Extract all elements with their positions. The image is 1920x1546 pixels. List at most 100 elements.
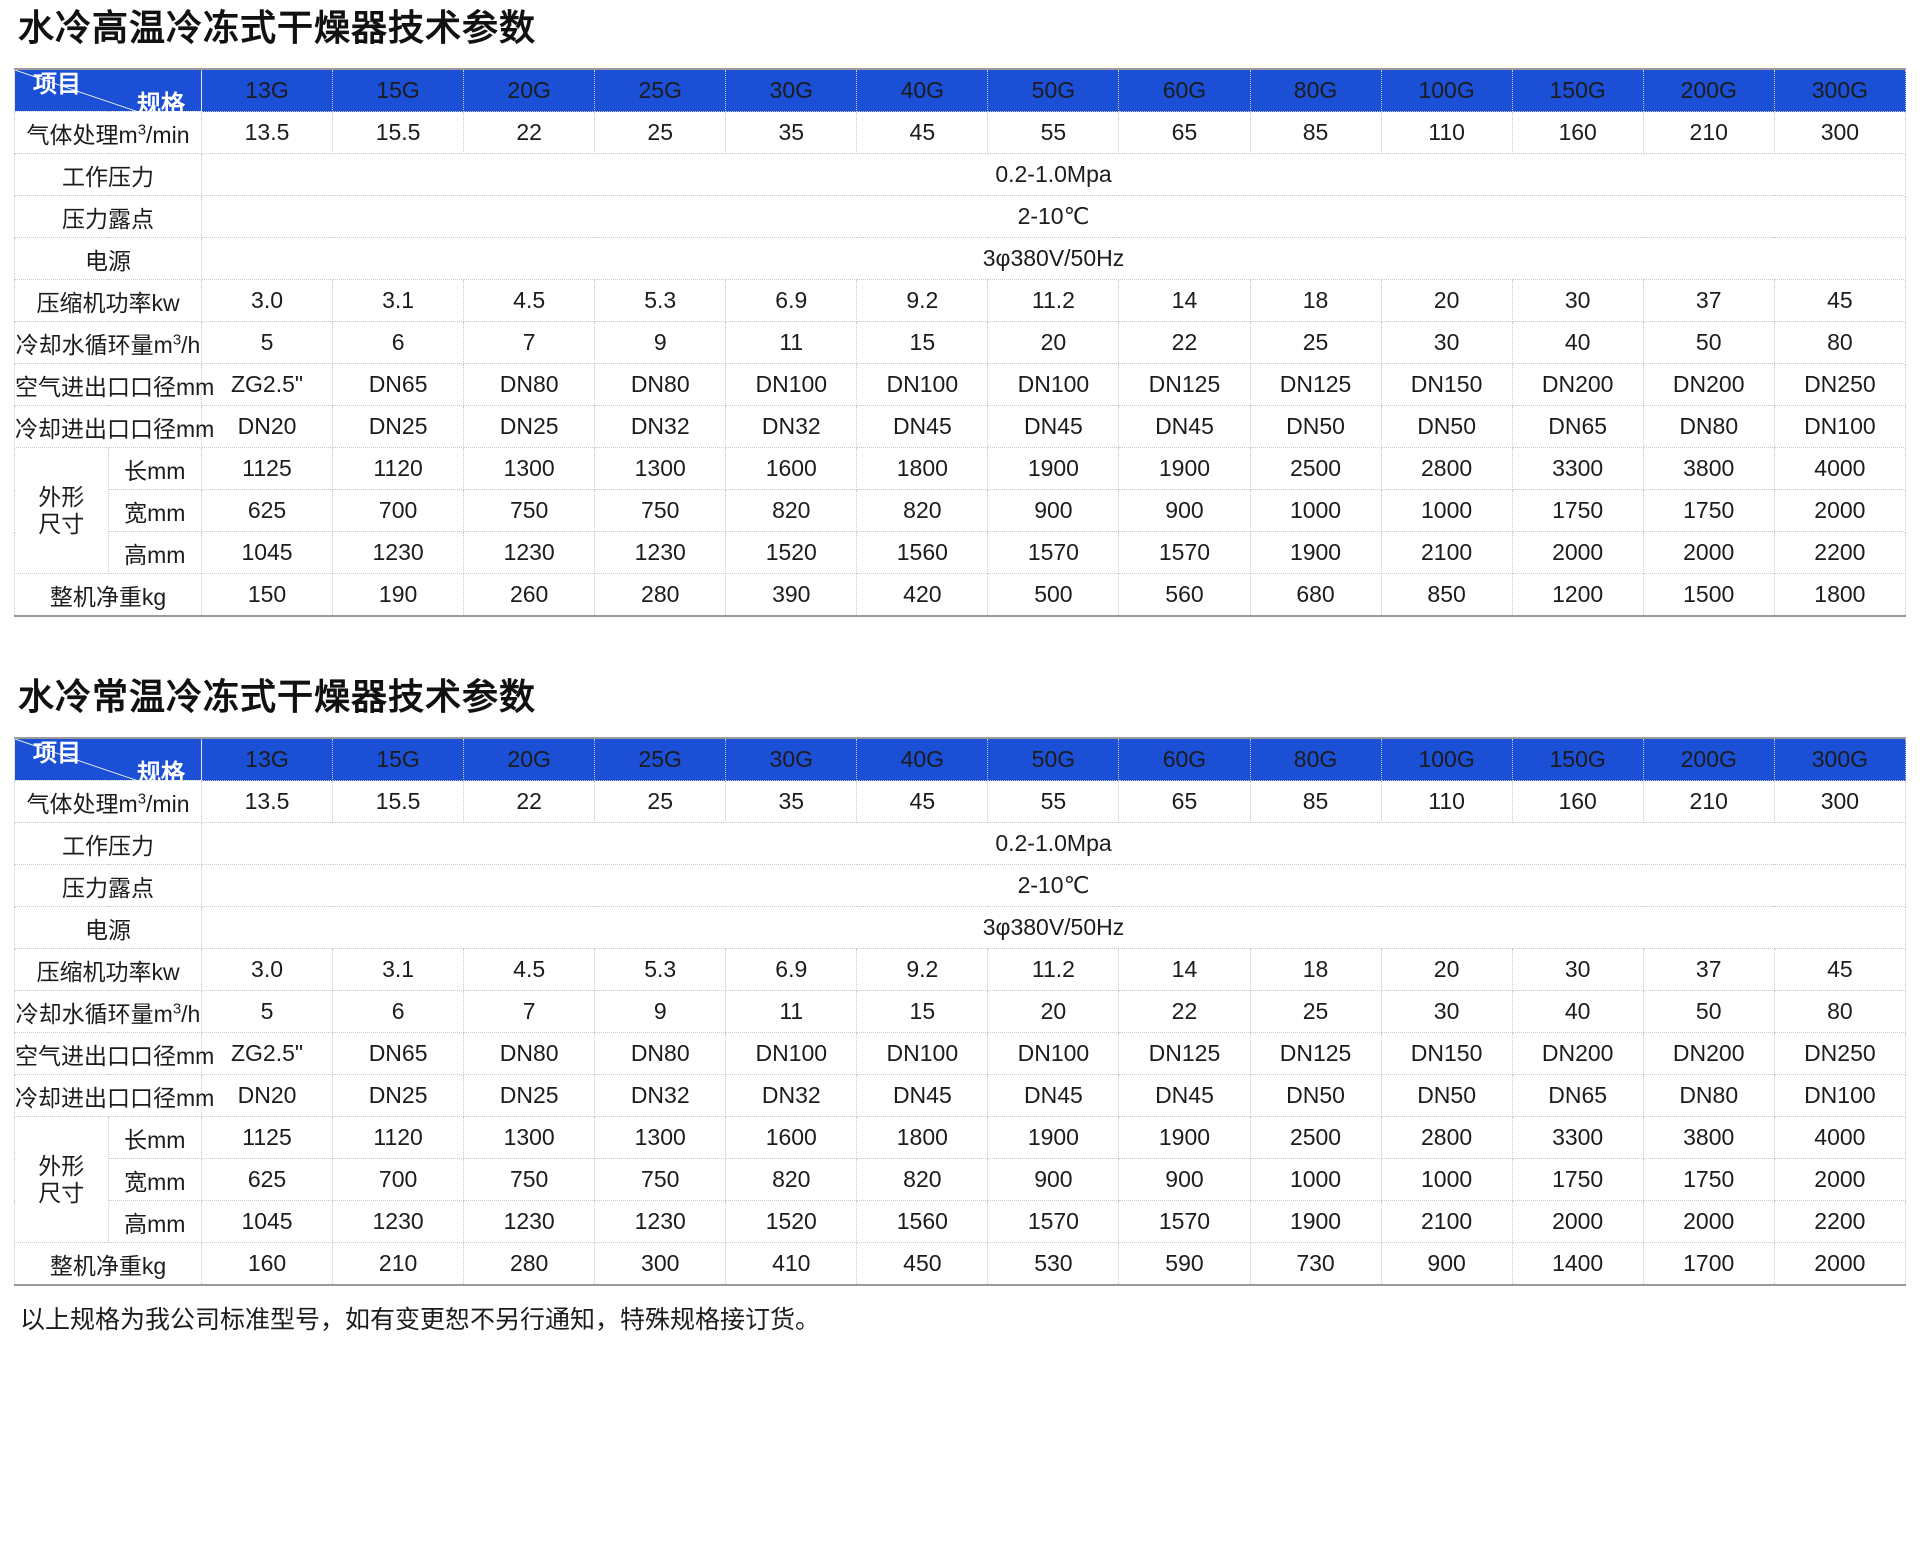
value-cell: 11.2 [987, 279, 1120, 322]
value-cell: 6 [332, 321, 465, 364]
value-cell: 13.5 [200, 780, 334, 823]
value-cell: 9 [594, 321, 727, 364]
value-cell: 9.2 [856, 279, 989, 322]
value-cell: 50 [1642, 321, 1775, 364]
value-cell: 25 [1249, 990, 1382, 1033]
value-cell: DN45 [856, 405, 989, 448]
corner-spec-label: 规格 [137, 91, 185, 118]
value-cell: DN200 [1511, 1032, 1644, 1075]
table-row: 气体处理m3/min 13.5 15.5 22 25 35 45 55 65 85 110 160 21… [14, 111, 1907, 154]
value-cell: 160 [200, 1242, 334, 1286]
spec-table-1: 规格 项目 13G 15G 20G 25G 30G 40G 50G 60G 80G 100G 150… [14, 68, 1907, 617]
row-label: 冷却进出口口径mm [14, 1074, 214, 1117]
value-cell: 1230 [332, 531, 465, 574]
dimension-group-label: 外形 尺寸 [14, 447, 109, 574]
value-cell: 280 [463, 1242, 596, 1286]
value-cell: 2100 [1380, 531, 1513, 574]
table-row: 冷却水循环量m3/h 5 6 7 9 11 15 20 22 25 30 40 50 80 [14, 321, 1907, 364]
value-cell: DN80 [463, 363, 596, 406]
value-cell: 1045 [200, 531, 334, 574]
value-cell: 1000 [1380, 1158, 1513, 1201]
value-cell: 110 [1380, 111, 1513, 154]
value-cell: DN100 [856, 1032, 989, 1075]
value-cell: 3.0 [200, 948, 334, 991]
value-cell: 2500 [1249, 447, 1382, 490]
value-cell: 1570 [987, 531, 1120, 574]
value-cell: 625 [200, 489, 334, 532]
row-label: 电源 [14, 906, 202, 949]
value-cell: DN200 [1511, 363, 1644, 406]
dimension-row-label: 高mm [107, 1200, 202, 1243]
merged-value-cell: 2-10℃ [201, 195, 1906, 238]
value-cell: DN65 [1511, 1074, 1644, 1117]
spec-table-2: 规格 项目 13G 15G 20G 25G 30G 40G 50G 60G 80G 100G 150… [14, 737, 1907, 1286]
table-2-header-row: 规格 项目 13G 15G 20G 25G 30G 40G 50G 60G 80G 100G 150… [14, 737, 1907, 803]
value-cell: DN250 [1773, 1032, 1907, 1075]
value-cell: 160 [1511, 780, 1644, 823]
value-cell: 85 [1249, 111, 1382, 154]
row-label: 压缩机功率kw [14, 279, 202, 322]
value-cell: DN80 [1642, 405, 1775, 448]
row-label: 冷却水循环量m3/h [14, 321, 202, 364]
table-row: 冷却水循环量m3/h 5 6 7 9 11 15 20 22 25 30 40 50 80 [14, 990, 1907, 1033]
value-cell: 450 [856, 1242, 989, 1286]
value-cell: DN45 [1118, 405, 1251, 448]
row-label: 空气进出口口径mm [14, 1032, 214, 1075]
value-cell: 1900 [987, 1116, 1120, 1159]
value-cell: 820 [856, 1158, 989, 1201]
column-header-13g: 13G [200, 737, 334, 781]
value-cell: 45 [1773, 948, 1907, 991]
value-cell: 37 [1642, 279, 1775, 322]
value-cell: 210 [1642, 111, 1775, 154]
value-cell: 30 [1380, 321, 1513, 364]
value-cell: DN65 [332, 1032, 465, 1075]
value-cell: 500 [987, 573, 1120, 617]
value-cell: 1800 [1773, 573, 1907, 617]
value-cell: 55 [987, 780, 1120, 823]
value-cell: DN100 [987, 1032, 1120, 1075]
value-cell: 1120 [332, 1116, 465, 1159]
table-1-header: 规格 项目 13G 15G 20G 25G 30G 40G 50G 60G 80G 100G 150… [14, 68, 1907, 134]
corner-item-label: 项目 [33, 71, 81, 98]
column-header-15g: 15G [332, 68, 465, 112]
value-cell: 2000 [1773, 1158, 1907, 1201]
row-label: 冷却水循环量m3/h [14, 990, 202, 1033]
value-cell: DN150 [1380, 1032, 1513, 1075]
value-cell: 1900 [1249, 531, 1382, 574]
value-cell: DN100 [987, 363, 1120, 406]
value-cell: 530 [987, 1242, 1120, 1286]
value-cell: 150 [200, 573, 334, 617]
dimension-row-label: 长mm [107, 447, 202, 490]
value-cell: 190 [332, 573, 465, 617]
column-header-40g: 40G [856, 737, 989, 781]
value-cell: 13.5 [200, 111, 334, 154]
row-label: 整机净重kg [14, 573, 202, 617]
value-cell: 900 [987, 489, 1120, 532]
value-cell: 25 [594, 111, 727, 154]
column-header-25g: 25G [594, 737, 727, 781]
value-cell: 20 [1380, 948, 1513, 991]
row-label: 工作压力 [14, 153, 202, 196]
value-cell: 1900 [1118, 1116, 1251, 1159]
value-cell: 1800 [856, 1116, 989, 1159]
table-2-body: 气体处理m3/min 13.5 15.5 22 25 35 45 55 65 85 110 160 21… [14, 780, 1907, 1286]
value-cell: 1230 [332, 1200, 465, 1243]
column-header-20g: 20G [463, 737, 596, 781]
value-cell: 11 [725, 990, 858, 1033]
row-label: 压力露点 [14, 864, 202, 907]
value-cell: 15.5 [332, 780, 465, 823]
value-cell: 45 [1773, 279, 1907, 322]
value-cell: 45 [856, 111, 989, 154]
value-cell: 20 [987, 321, 1120, 364]
value-cell: 590 [1118, 1242, 1251, 1286]
value-cell: 1000 [1249, 489, 1382, 532]
value-cell: 25 [1249, 321, 1382, 364]
value-cell: DN45 [987, 1074, 1120, 1117]
value-cell: 4000 [1773, 1116, 1907, 1159]
value-cell: DN250 [1773, 363, 1907, 406]
dimension-row-label: 长mm [107, 1116, 202, 1159]
column-header-200g: 200G [1642, 68, 1775, 112]
value-cell: 2800 [1380, 1116, 1513, 1159]
value-cell: 750 [463, 489, 596, 532]
value-cell: 7 [463, 321, 596, 364]
